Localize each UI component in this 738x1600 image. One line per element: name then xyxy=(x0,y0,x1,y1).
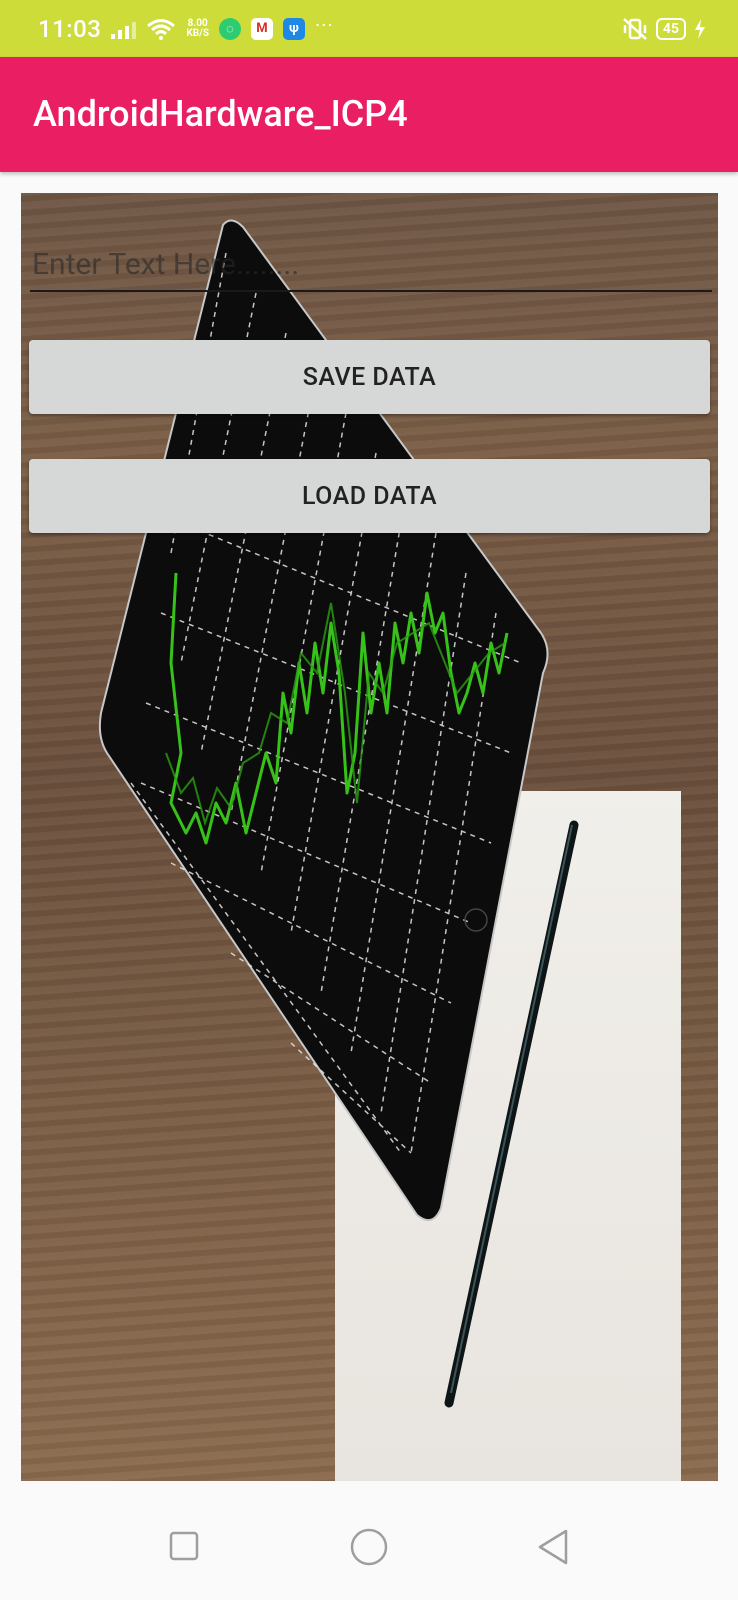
battery-icon: 45 xyxy=(655,17,686,40)
more-notifications-icon: ··· xyxy=(315,12,334,37)
navigation-bar xyxy=(0,1481,738,1600)
gmail-icon: M xyxy=(251,17,273,40)
save-data-button[interactable]: SAVE DATA xyxy=(29,340,710,414)
app-bar: AndroidHardware_ICP4 xyxy=(0,57,738,172)
text-input[interactable] xyxy=(30,238,712,292)
chat-app-icon: ◌ xyxy=(219,17,241,40)
recents-icon[interactable] xyxy=(169,1531,199,1561)
network-speed-unit: KB/S xyxy=(186,27,209,39)
app-title: AndroidHardware_ICP4 xyxy=(33,93,408,135)
status-bar: 11:03 8.00 KB/S ◌ M ψ ··· 45 xyxy=(0,0,738,57)
signal-icon xyxy=(111,19,137,39)
load-data-button[interactable]: LOAD DATA xyxy=(29,459,710,533)
home-icon[interactable] xyxy=(350,1528,388,1566)
back-icon[interactable] xyxy=(536,1528,570,1566)
status-time: 11:03 xyxy=(38,14,102,43)
usb-icon: ψ xyxy=(283,17,305,40)
wifi-icon xyxy=(147,18,176,40)
network-speed-value: 8.00 xyxy=(187,17,208,29)
charging-icon xyxy=(695,18,705,39)
network-speed: 8.00 KB/S xyxy=(186,17,209,39)
vibrate-icon xyxy=(623,17,647,40)
